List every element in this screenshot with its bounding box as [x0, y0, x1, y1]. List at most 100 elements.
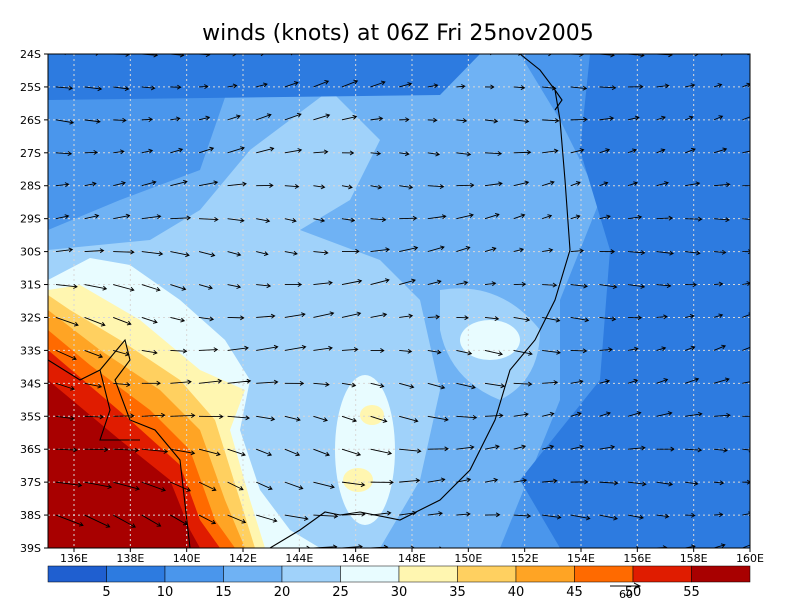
wind-vector: [484, 281, 497, 287]
wind-vector: [713, 412, 731, 418]
wind-vector: [313, 513, 339, 519]
wind-vector: [170, 54, 185, 58]
wind-vector: [313, 345, 333, 351]
wind-vector: [141, 148, 154, 154]
lon-label: 152E: [511, 552, 539, 565]
wind-vector: [284, 184, 300, 189]
wind-vector: [427, 446, 449, 452]
wind-vector: [198, 347, 219, 353]
colorbar-swatch: [632, 565, 692, 583]
wind-vector: [427, 477, 446, 483]
wind-vector: [256, 514, 278, 523]
wind-vector: [227, 345, 249, 351]
colorbar-label: 30: [391, 585, 408, 600]
wind-vector: [570, 444, 585, 450]
wind-vector: [456, 415, 478, 420]
wind-vector: [84, 118, 101, 124]
wind-vector: [170, 317, 186, 323]
wind-vector: [256, 82, 268, 88]
wind-vector: [341, 79, 359, 88]
wind-vector: [313, 311, 335, 318]
wind-vector: [599, 249, 616, 255]
wind-vector: [427, 382, 446, 390]
wind-vector: [198, 54, 211, 58]
wind-vector: [656, 148, 666, 154]
wind-vector: [456, 246, 471, 253]
wind-vector: [399, 215, 418, 221]
wind-vector: [484, 444, 500, 450]
wind-vector: [542, 411, 555, 417]
wind-vector: [341, 114, 358, 121]
wind-vector: [341, 382, 357, 388]
lat-label: 26S: [20, 114, 41, 127]
wind-vector: [84, 317, 106, 327]
wind-vector: [170, 147, 184, 154]
wind-vector: [627, 148, 637, 154]
contour-fill: [48, 54, 750, 548]
graticule: [48, 54, 750, 548]
wind-vector: [542, 54, 553, 57]
wind-vector: [570, 348, 588, 354]
wind-vector: [141, 514, 162, 527]
wind-vector: [341, 150, 355, 156]
wind-vector: [313, 415, 328, 422]
wind-vector: [513, 317, 531, 322]
wind-vector: [513, 85, 526, 90]
wind-vector: [542, 349, 561, 355]
wind-vector: [313, 217, 326, 223]
wind-vector: [256, 146, 275, 154]
wind-vector: [341, 278, 363, 285]
wind-vector: [570, 214, 581, 220]
wind-vector: [599, 379, 611, 384]
wind-vector: [656, 115, 666, 121]
wind-vector: [313, 381, 330, 387]
wind-vector: [113, 213, 131, 220]
wind-vector: [284, 112, 302, 121]
wind-vector: [227, 114, 241, 121]
wind-vector: [341, 415, 357, 423]
wind-vector: [113, 447, 140, 453]
lat-label: 29S: [20, 213, 41, 226]
wind-vector: [256, 481, 273, 491]
wind-vector: [484, 181, 503, 187]
wind-vector: [227, 481, 244, 491]
wind-vector: [570, 283, 588, 289]
wind-vector: [113, 149, 125, 155]
wind-vector: [141, 180, 157, 187]
wind-vector: [313, 481, 335, 489]
wind-vector: [713, 54, 724, 56]
wind-vector: [685, 250, 701, 256]
wind-vector: [399, 448, 422, 454]
wind-vector: [170, 251, 190, 258]
wind-vector: [341, 184, 353, 190]
wind-vector: [284, 545, 311, 548]
wind-vector: [599, 148, 611, 154]
wind-vector: [170, 284, 187, 291]
wind-vector: [170, 179, 188, 187]
wind-vector: [570, 85, 588, 91]
title: winds (knots) at 06Z Fri 25nov2005: [202, 21, 594, 46]
wind-vector: [484, 512, 501, 518]
lat-label: 31S: [20, 279, 41, 292]
wind-vector: [627, 250, 646, 256]
wind-vector: [742, 479, 750, 485]
wind-vector: [55, 214, 70, 220]
wind-vector: [685, 282, 698, 288]
wind-vector: [485, 547, 488, 548]
colorbar-swatch: [340, 565, 400, 583]
colorbar-swatch: [515, 565, 575, 583]
wind-vector: [742, 249, 750, 255]
wind-vector: [227, 83, 238, 89]
wind-vector: [713, 83, 723, 88]
wind-vector: [656, 446, 675, 452]
wind-vector: [456, 477, 472, 483]
colorbar-label: 50: [625, 585, 642, 600]
wind-vector: [484, 246, 497, 253]
wind-vector: [570, 117, 588, 122]
wind-vector: [570, 148, 585, 154]
wind-vector: [227, 378, 252, 384]
colorbar-label: 15: [215, 585, 232, 600]
wind-vector: [170, 514, 188, 526]
wind-vector: [484, 316, 500, 322]
wind-vector: [484, 382, 506, 389]
